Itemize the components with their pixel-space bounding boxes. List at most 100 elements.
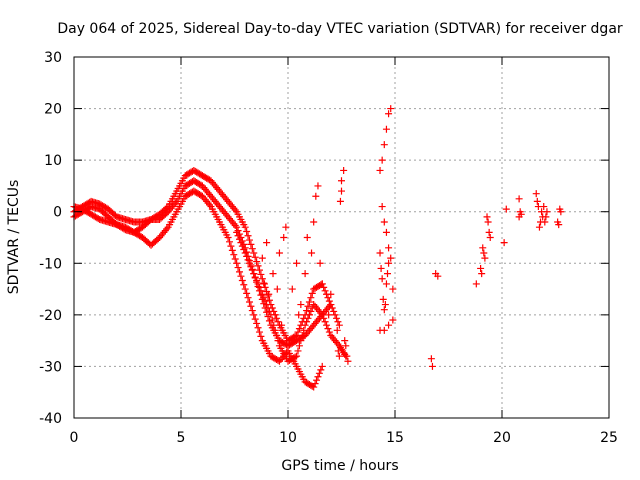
data-point bbox=[263, 239, 271, 247]
data-point bbox=[328, 304, 336, 312]
data-point bbox=[389, 316, 397, 324]
data-point bbox=[234, 264, 242, 272]
data-point bbox=[295, 325, 303, 333]
data-point bbox=[378, 203, 386, 211]
data-point bbox=[235, 235, 243, 243]
x-tick-label: 5 bbox=[177, 430, 186, 446]
y-tick-label: 0 bbox=[53, 205, 62, 221]
data-point bbox=[261, 297, 269, 305]
data-point bbox=[380, 141, 388, 149]
data-point bbox=[382, 125, 390, 133]
data-point bbox=[427, 355, 435, 363]
data-points bbox=[70, 105, 565, 391]
data-point bbox=[257, 287, 265, 295]
y-tick-label: -10 bbox=[39, 256, 62, 272]
data-point bbox=[273, 331, 281, 339]
data-point bbox=[241, 285, 249, 293]
data-point bbox=[244, 232, 252, 240]
data-point bbox=[515, 195, 523, 203]
data-point bbox=[472, 280, 480, 288]
data-point bbox=[265, 307, 273, 315]
y-tick-label: 20 bbox=[44, 102, 62, 118]
data-point bbox=[311, 380, 319, 388]
data-point bbox=[502, 205, 510, 213]
data-point bbox=[486, 234, 494, 241]
data-point bbox=[310, 383, 318, 391]
data-point bbox=[376, 166, 384, 174]
data-point bbox=[313, 376, 321, 384]
data-point bbox=[247, 240, 255, 248]
data-point bbox=[500, 239, 508, 247]
data-point bbox=[247, 263, 255, 271]
data-point bbox=[316, 259, 324, 267]
data-point bbox=[254, 324, 262, 332]
data-point bbox=[293, 352, 301, 360]
data-point bbox=[318, 280, 326, 288]
data-point bbox=[304, 302, 312, 310]
data-point bbox=[385, 321, 393, 329]
data-point bbox=[244, 294, 252, 302]
data-point bbox=[257, 270, 265, 278]
data-point bbox=[241, 249, 249, 257]
data-point bbox=[320, 314, 328, 322]
data-point bbox=[321, 287, 329, 295]
data-point bbox=[376, 249, 384, 257]
data-point bbox=[327, 290, 335, 298]
data-point bbox=[555, 221, 563, 229]
data-point bbox=[291, 353, 299, 361]
data-point bbox=[163, 204, 171, 212]
data-point bbox=[278, 321, 286, 329]
data-point bbox=[243, 289, 251, 297]
data-point bbox=[434, 272, 442, 280]
data-point bbox=[295, 311, 303, 319]
data-point bbox=[240, 281, 248, 289]
data-point bbox=[243, 252, 251, 260]
data-point bbox=[255, 328, 263, 336]
x-tick-label: 15 bbox=[386, 430, 404, 446]
data-point bbox=[387, 254, 395, 262]
data-point bbox=[301, 321, 309, 329]
data-point bbox=[310, 218, 318, 226]
data-point bbox=[318, 311, 326, 319]
data-point bbox=[557, 208, 565, 216]
data-point bbox=[248, 245, 256, 253]
data-point bbox=[325, 328, 333, 336]
data-point bbox=[327, 301, 335, 309]
data-point bbox=[273, 314, 281, 322]
data-point bbox=[378, 275, 386, 283]
x-tick-label: 0 bbox=[70, 430, 79, 446]
data-point bbox=[255, 266, 263, 274]
data-point bbox=[250, 311, 258, 319]
data-point bbox=[273, 285, 281, 293]
data-point bbox=[335, 321, 343, 329]
data-point bbox=[385, 244, 393, 252]
data-point bbox=[254, 280, 262, 288]
data-point bbox=[163, 225, 171, 233]
data-point bbox=[428, 362, 436, 370]
data-point bbox=[315, 369, 323, 377]
data-point bbox=[385, 259, 393, 267]
data-point bbox=[325, 297, 333, 305]
data-point bbox=[260, 279, 268, 287]
data-point bbox=[303, 318, 311, 326]
data-point bbox=[331, 311, 339, 319]
data-point bbox=[324, 325, 332, 333]
data-point bbox=[542, 213, 550, 221]
data-point bbox=[233, 259, 241, 267]
plot-frame bbox=[73, 56, 610, 419]
data-point bbox=[264, 292, 272, 300]
y-tick-label: 10 bbox=[44, 153, 62, 169]
data-point bbox=[231, 206, 239, 214]
chart-title: Day 064 of 2025, Sidereal Day-to-day VTE… bbox=[57, 21, 623, 37]
y-tick-label: -30 bbox=[39, 359, 62, 375]
data-point bbox=[308, 289, 316, 297]
data-point bbox=[228, 246, 236, 254]
data-point bbox=[250, 249, 258, 257]
y-tick-label: -20 bbox=[39, 308, 62, 324]
y-tick-label: -40 bbox=[39, 411, 62, 427]
data-point bbox=[226, 238, 234, 246]
data-point bbox=[535, 223, 543, 231]
data-point bbox=[384, 270, 392, 278]
data-point bbox=[335, 352, 343, 360]
data-point bbox=[318, 362, 326, 370]
